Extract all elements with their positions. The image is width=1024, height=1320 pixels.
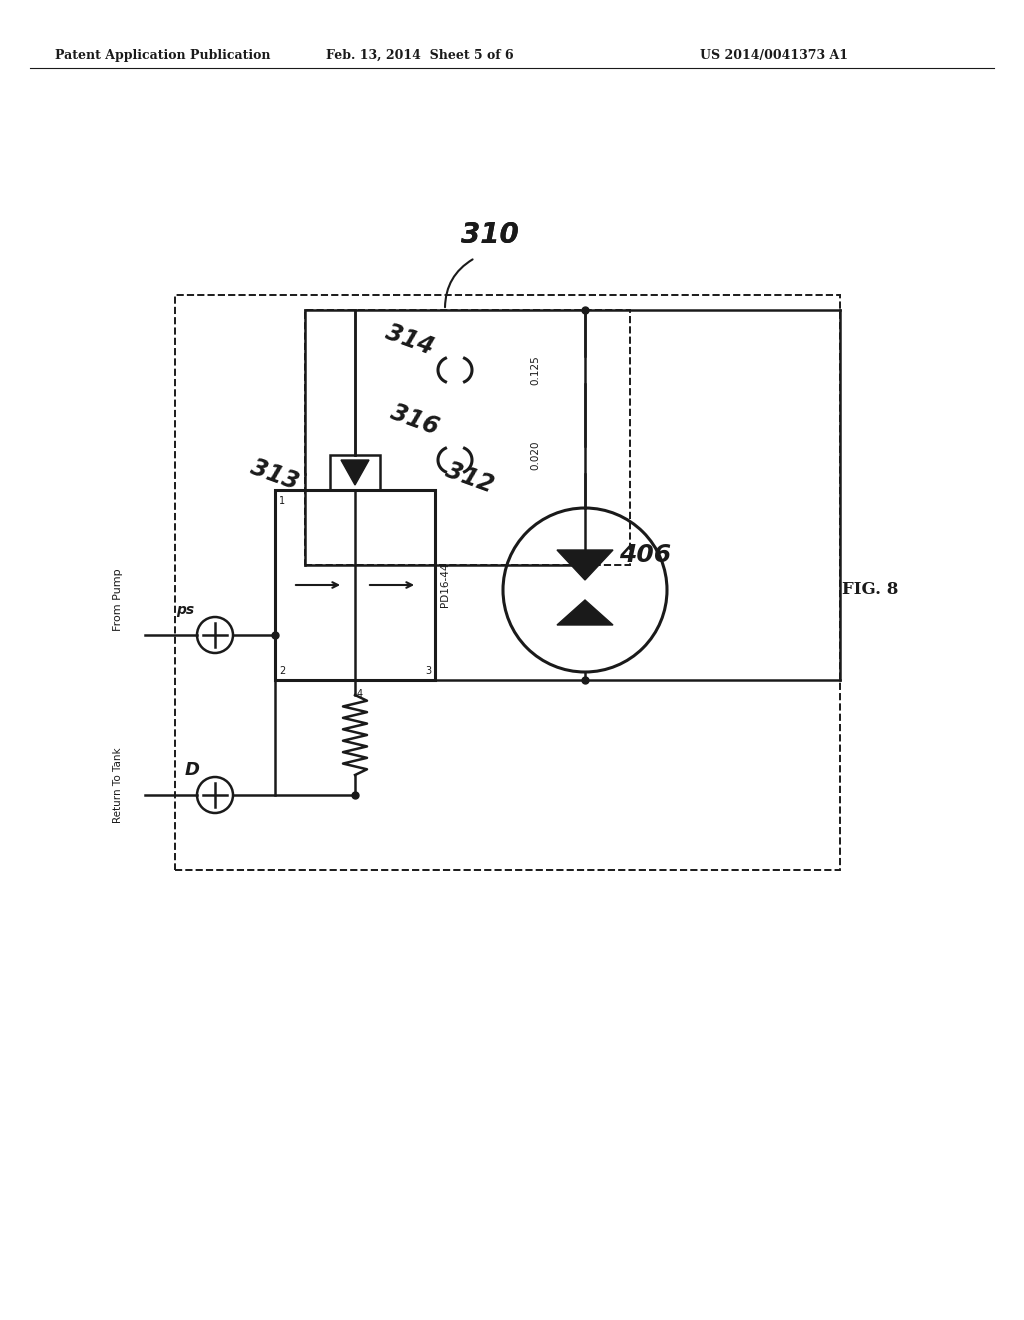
Polygon shape — [341, 459, 369, 484]
Text: 2: 2 — [279, 667, 286, 676]
Text: 314: 314 — [383, 321, 437, 360]
Bar — [275, 490, 435, 680]
Bar — [330, 455, 380, 490]
Text: 0.020: 0.020 — [530, 441, 540, 470]
Text: Patent Application Publication: Patent Application Publication — [55, 49, 270, 62]
Text: 1: 1 — [279, 496, 285, 506]
Text: 3: 3 — [425, 667, 431, 676]
Polygon shape — [557, 550, 613, 579]
Text: 313: 313 — [248, 455, 302, 495]
Text: PD16-44: PD16-44 — [440, 562, 450, 607]
Bar — [175, 294, 840, 870]
Text: 406: 406 — [618, 543, 671, 568]
Text: 4: 4 — [357, 689, 364, 700]
Text: D: D — [184, 762, 200, 779]
Text: Feb. 13, 2014  Sheet 5 of 6: Feb. 13, 2014 Sheet 5 of 6 — [327, 49, 514, 62]
Text: ps: ps — [176, 603, 195, 616]
Text: 0.125: 0.125 — [530, 355, 540, 385]
Text: 316: 316 — [388, 400, 442, 440]
Bar — [305, 310, 630, 565]
Polygon shape — [557, 601, 613, 624]
Text: 312: 312 — [442, 458, 498, 498]
Text: US 2014/0041373 A1: US 2014/0041373 A1 — [700, 49, 848, 62]
Text: Return To Tank: Return To Tank — [113, 747, 123, 822]
Text: 310: 310 — [461, 220, 519, 249]
Text: From Pump: From Pump — [113, 569, 123, 631]
Text: 310: 310 — [461, 220, 519, 249]
Text: FIG. 8: FIG. 8 — [842, 582, 898, 598]
